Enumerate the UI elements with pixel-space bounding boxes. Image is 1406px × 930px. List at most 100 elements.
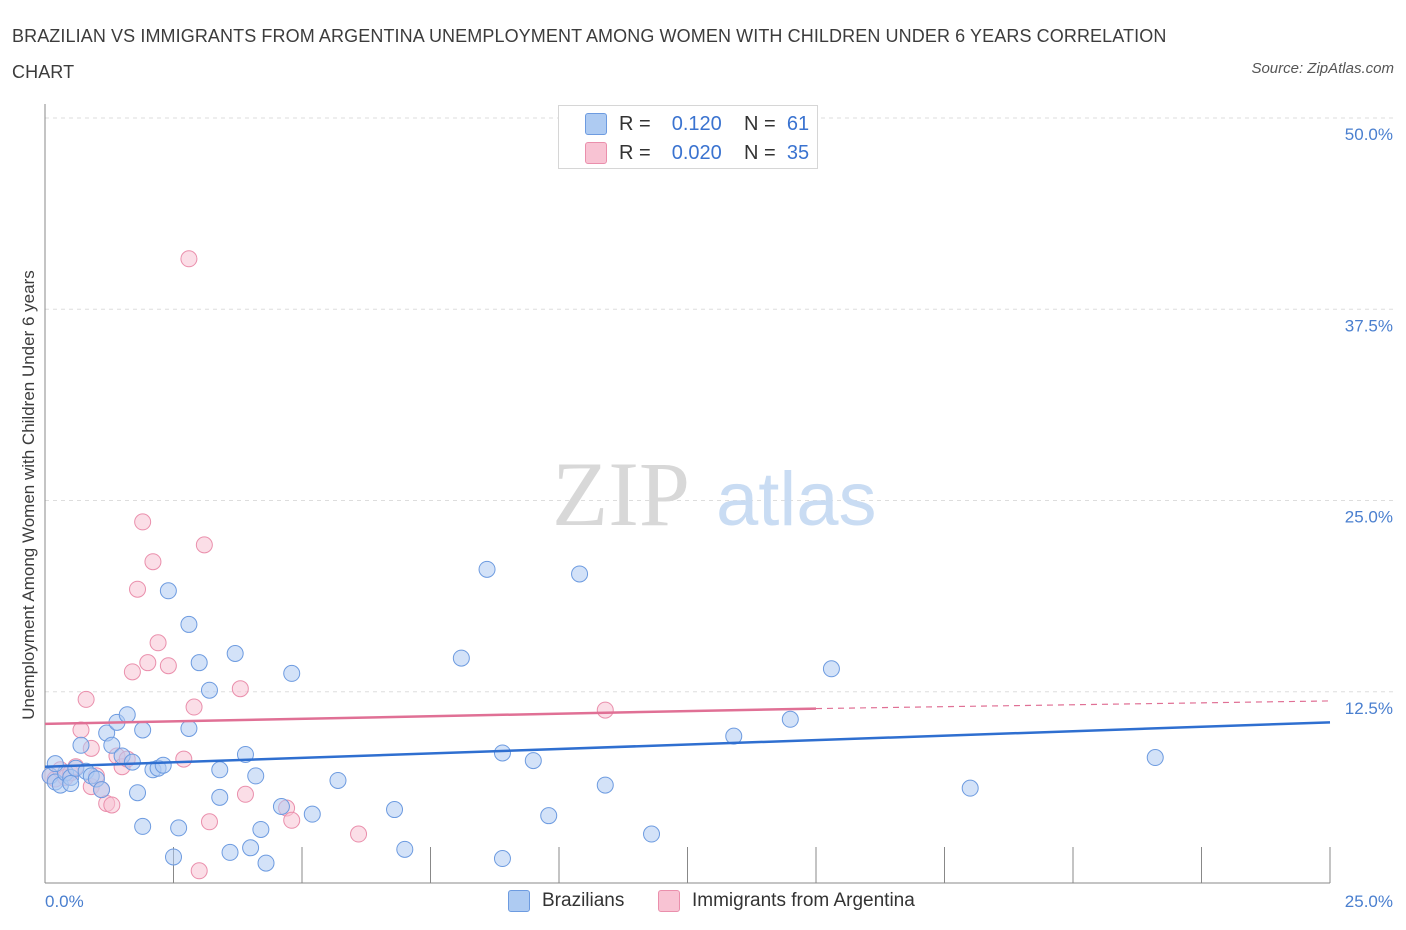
watermark: ZIP atlas [552,443,877,545]
point-argentina [195,536,213,554]
points-layer [41,250,1164,880]
y-tick-labels: 12.5% 25.0% 37.5% 50.0% [1345,125,1393,718]
point-brazilians [452,649,470,667]
point-argentina [180,250,198,268]
point-argentina [350,825,368,843]
point-brazilians [165,848,182,866]
point-brazilians [822,660,840,678]
x-tick-label-max: 25.0% [1345,892,1393,911]
chart-title: BRAZILIAN VS IMMIGRANTS FROM ARGENTINA U… [12,26,1167,82]
point-brazilians [190,654,208,672]
trendline-argentina-extension [815,700,1331,710]
point-brazilians [93,781,111,799]
point-argentina [283,811,301,829]
point-brazilians [252,820,270,838]
bottom-legend-swatch-blue [508,890,530,912]
bottom-legend-swatch-pink [658,890,680,912]
y-tick-label: 37.5% [1345,316,1393,335]
point-brazilians [571,565,589,583]
x-tick-label-min: 0.0% [45,892,84,911]
legend-n-label: N = [744,112,776,135]
y-axis-title: Unemployment Among Women with Children U… [19,270,38,719]
grid-layer [45,117,1393,693]
point-brazilians [134,721,152,739]
point-brazilians [386,801,404,819]
point-argentina [129,580,147,598]
point-brazilians [396,840,414,858]
watermark-atlas: atlas [716,457,877,542]
point-brazilians [242,839,260,857]
point-brazilians [493,744,511,762]
source-label: Source: ZipAtlas.com [1251,60,1394,77]
point-argentina [77,690,95,708]
y-tick-label: 25.0% [1345,508,1393,527]
point-brazilians [62,775,80,793]
point-brazilians [170,819,188,837]
legend-swatch-pink [585,142,607,164]
point-brazilians [72,736,90,754]
point-brazilians [221,843,239,861]
y-tick-label: 50.0% [1345,125,1393,144]
bottom-legend-label: Immigrants from Argentina [692,890,915,911]
point-argentina [175,750,193,768]
point-brazilians [596,776,614,794]
point-brazilians [159,582,177,600]
point-brazilians [154,756,172,774]
point-argentina [144,553,162,571]
point-brazilians [478,560,496,578]
point-argentina [139,654,157,672]
legend-row-brazilians: R = 0.120 N = 61 [585,111,809,137]
legend-r-label: R = [619,141,651,164]
point-argentina [159,657,177,675]
point-brazilians [303,805,321,823]
legend-row-argentina: R = 0.020 N = 35 [585,140,809,166]
point-argentina [103,796,121,814]
legend-n-value: 35 [786,141,810,164]
point-argentina [231,680,249,698]
point-brazilians [961,779,979,797]
point-brazilians [257,854,275,872]
point-brazilians [226,645,244,662]
trend-layer [44,700,1331,768]
point-argentina [123,663,141,681]
point-argentina [149,634,167,652]
point-argentina [134,513,152,531]
point-brazilians [524,752,542,770]
point-argentina [236,785,254,803]
bottom-legend-label: Brazilians [542,890,625,911]
point-brazilians [134,817,152,835]
point-brazilians [493,850,511,868]
point-brazilians [46,755,64,773]
trendline-brazilians [44,721,1331,768]
point-argentina [200,813,218,831]
point-brazilians [781,710,799,728]
point-brazilians [643,825,661,843]
point-argentina [185,698,203,716]
point-brazilians [118,706,136,724]
point-argentina [596,701,614,719]
point-brazilians [123,753,141,771]
point-brazilians [329,771,347,789]
legend-swatch-blue [585,113,607,135]
point-brazilians [129,784,147,802]
legend-r-value: 0.020 [671,141,722,164]
point-brazilians [272,798,290,815]
point-brazilians [211,761,229,779]
point-argentina [190,862,208,880]
legend-r-label: R = [619,112,651,135]
trendline-argentina [44,707,817,726]
point-brazilians [180,615,198,633]
watermark-zip: ZIP [552,443,690,545]
point-brazilians [103,736,121,754]
point-brazilians [200,681,218,699]
point-brazilians [180,719,198,737]
bottom-legend-argentina: Immigrants from Argentina [658,886,915,916]
legend-n-label: N = [744,141,776,164]
correlation-legend: R = 0.120 N = 61 R = 0.020 N = 35 [558,105,818,169]
point-brazilians [283,664,301,682]
point-brazilians [211,788,229,806]
bottom-legend-brazilians: Brazilians [508,886,624,916]
point-brazilians [1146,749,1164,767]
point-brazilians [540,807,558,825]
